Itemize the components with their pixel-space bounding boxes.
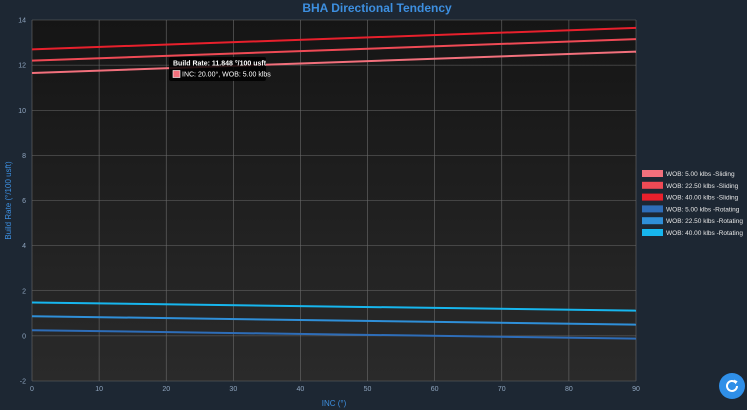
refresh-icon (726, 379, 738, 392)
legend-swatch[interactable] (642, 217, 663, 225)
x-tick-label: 60 (431, 386, 439, 393)
y-tick-label: -2 (20, 379, 26, 386)
tooltip-title: Build Rate: 11.848 °/100 usft (173, 60, 267, 68)
series-line[interactable] (31, 26, 637, 51)
chart-title: BHA Directional Tendency (302, 1, 452, 15)
refresh-button[interactable] (719, 373, 745, 399)
x-tick-label: 70 (498, 386, 506, 393)
y-axis-ticks: -2 0 2 4 6 8 10 12 14 (18, 18, 26, 386)
x-tick-label: 90 (632, 386, 640, 393)
y-tick-label: 8 (22, 153, 26, 160)
legend-swatch[interactable] (642, 170, 663, 177)
legend-label[interactable]: WOB: 22.50 klbs -Sliding (666, 183, 739, 190)
series-line[interactable] (31, 329, 637, 340)
legend-label[interactable]: WOB: 5.00 klbs -Rotating (666, 206, 740, 213)
y-tick-label: 12 (18, 63, 26, 70)
y-tick-label: 14 (18, 18, 26, 25)
x-tick-label: 50 (364, 386, 372, 393)
x-tick-label: 40 (297, 386, 305, 393)
legend-swatch[interactable] (642, 181, 663, 189)
tooltip: Build Rate: 11.848 °/100 usft INC: 20.00… (169, 57, 271, 81)
tooltip-swatch (172, 70, 181, 78)
y-tick-label: 2 (22, 288, 26, 295)
legend-label[interactable]: WOB: 5.00 klbs -Sliding (666, 171, 735, 178)
legend-label[interactable]: WOB: 40.00 klbs -Sliding (666, 195, 739, 202)
legend-swatch[interactable] (642, 229, 663, 236)
grid (31, 19, 637, 382)
x-tick-label: 10 (95, 386, 103, 393)
series-line[interactable] (31, 315, 637, 326)
x-tick-label: 20 (162, 386, 170, 393)
x-tick-label: 80 (565, 386, 573, 393)
y-tick-label: 6 (22, 198, 26, 205)
y-axis-title: Build Rate (°/100 usft) (4, 161, 13, 240)
y-tick-label: 0 (22, 333, 26, 340)
legend[interactable]: WOB: 5.00 klbs -Sliding WOB: 22.50 klbs -… (642, 170, 743, 237)
y-tick-label: 10 (18, 108, 26, 115)
legend-label[interactable]: WOB: 22.50 klbs -Rotating (666, 218, 743, 225)
x-axis-title: INC (°) (322, 399, 347, 408)
x-tick-label: 30 (229, 386, 237, 393)
tooltip-body: INC: 20.00°, WOB: 5.00 klbs (182, 71, 271, 79)
x-axis-ticks: 0 10 20 30 40 50 60 70 80 90 (30, 386, 640, 393)
x-tick-label: 0 (30, 386, 34, 393)
series-lines (31, 26, 637, 340)
series-line[interactable] (31, 301, 637, 312)
y-tick-label: 4 (22, 243, 26, 250)
legend-swatch[interactable] (642, 193, 663, 201)
series-line[interactable] (31, 50, 637, 75)
legend-label[interactable]: WOB: 40.00 klbs -Rotating (666, 230, 743, 237)
series-line[interactable] (31, 38, 637, 62)
legend-swatch[interactable] (642, 205, 663, 213)
